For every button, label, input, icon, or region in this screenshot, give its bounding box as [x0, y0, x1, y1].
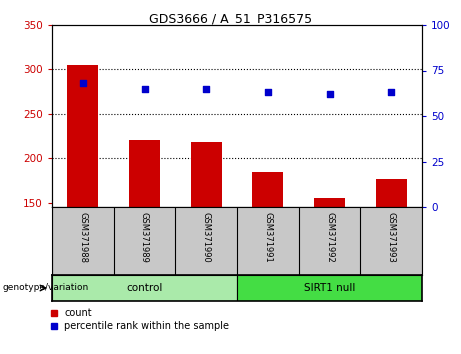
Text: count: count: [64, 308, 92, 318]
Point: [79, 80, 87, 86]
Text: GDS3666 / A_51_P316575: GDS3666 / A_51_P316575: [149, 12, 312, 25]
Text: GSM371993: GSM371993: [387, 212, 396, 263]
Text: GSM371988: GSM371988: [78, 212, 87, 263]
Bar: [191, 142, 222, 207]
Bar: [253, 172, 283, 207]
Point: [264, 90, 272, 95]
Bar: [314, 198, 345, 207]
Bar: [67, 65, 98, 207]
Point: [202, 86, 210, 92]
Text: percentile rank within the sample: percentile rank within the sample: [64, 321, 229, 331]
Text: GSM371992: GSM371992: [325, 212, 334, 263]
Text: GSM371989: GSM371989: [140, 212, 149, 263]
Text: control: control: [126, 283, 163, 293]
Bar: [376, 179, 407, 207]
Bar: [129, 141, 160, 207]
Point: [388, 90, 395, 95]
Point: [326, 91, 333, 97]
Text: GSM371990: GSM371990: [201, 212, 211, 263]
Text: genotype/variation: genotype/variation: [2, 284, 88, 292]
Text: SIRT1 null: SIRT1 null: [304, 283, 355, 293]
Bar: [237, 275, 422, 301]
Bar: [52, 275, 237, 301]
Point: [141, 86, 148, 92]
Text: GSM371991: GSM371991: [263, 212, 272, 263]
